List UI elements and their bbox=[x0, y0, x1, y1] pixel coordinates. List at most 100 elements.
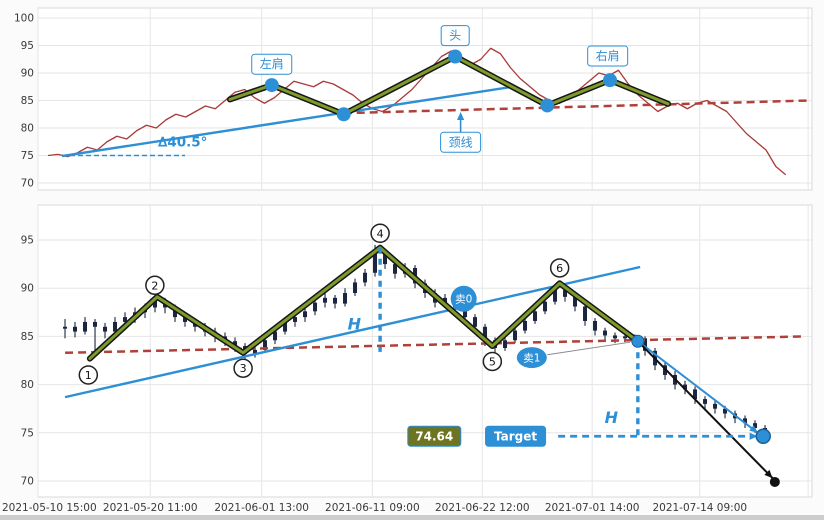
end-price-dot[interactable] bbox=[769, 476, 780, 487]
candle-body bbox=[263, 340, 268, 350]
x-axis-tick-label: 2021-07-01 14:00 bbox=[545, 502, 640, 514]
sell-1-connector bbox=[547, 341, 631, 356]
point-marker-5-label: 5 bbox=[489, 355, 496, 368]
point-marker-2-label: 2 bbox=[151, 279, 158, 292]
point-marker-4[interactable] bbox=[370, 223, 390, 244]
candle-body bbox=[293, 317, 298, 322]
candle-body bbox=[563, 290, 568, 297]
candle-body bbox=[613, 335, 618, 339]
candle-body bbox=[693, 389, 698, 400]
arrowhead-icon bbox=[749, 425, 758, 433]
target-dot[interactable] bbox=[755, 428, 771, 445]
h-label-1: H bbox=[348, 315, 362, 334]
angle-label[interactable]: ∆40.5° bbox=[158, 135, 207, 151]
projection-line-2[interactable] bbox=[637, 340, 774, 479]
candle-body bbox=[753, 423, 758, 428]
candle-body bbox=[473, 317, 478, 327]
candle-body bbox=[303, 311, 308, 318]
horizontal-scrollbar[interactable] bbox=[0, 515, 824, 520]
head-label-label: 头 bbox=[449, 29, 461, 43]
candle-body bbox=[103, 326, 108, 332]
point-marker-2[interactable] bbox=[145, 275, 165, 296]
candle-body bbox=[683, 384, 688, 390]
target-value-badge-label: 74.64 bbox=[415, 429, 453, 443]
candle-body bbox=[323, 297, 328, 303]
neckline-arrowhead-icon bbox=[457, 112, 465, 121]
y-axis-tick-label: 90 bbox=[21, 68, 34, 80]
candle-body bbox=[283, 321, 288, 332]
candle-body bbox=[723, 408, 728, 414]
candle-body bbox=[503, 340, 508, 348]
point-marker-6-label: 6 bbox=[556, 262, 563, 275]
point-marker-5[interactable] bbox=[482, 351, 503, 372]
y-axis-tick-label: 95 bbox=[21, 40, 34, 52]
pivot-dot[interactable] bbox=[336, 107, 351, 122]
candle-body bbox=[363, 272, 368, 283]
y-axis-tick-label: 85 bbox=[21, 95, 34, 107]
left-shoulder-label[interactable] bbox=[251, 53, 293, 75]
candle-body bbox=[603, 330, 608, 336]
candle-body bbox=[273, 331, 278, 341]
pivot-dot[interactable] bbox=[540, 98, 555, 113]
x-axis-tick-label: 2021-06-01 13:00 bbox=[214, 502, 309, 514]
candle-body bbox=[623, 336, 628, 339]
candle-body bbox=[703, 399, 708, 404]
candle-body bbox=[183, 317, 188, 322]
arrowhead-icon bbox=[764, 469, 773, 479]
neckline-label-label: 颈线 bbox=[449, 135, 473, 149]
candle-body bbox=[123, 317, 128, 322]
point-marker-3-label: 3 bbox=[240, 362, 247, 375]
candle-body bbox=[513, 330, 518, 341]
point-marker-6[interactable] bbox=[549, 258, 570, 278]
x-axis-tick-label: 2021-06-22 12:00 bbox=[435, 502, 530, 514]
pivot-dot[interactable] bbox=[602, 73, 617, 88]
trendline-bottom[interactable] bbox=[64, 265, 641, 399]
y-axis-tick-label: 70 bbox=[21, 476, 34, 488]
target-badge[interactable] bbox=[485, 425, 547, 447]
candle-body bbox=[353, 282, 358, 294]
x-axis-tick-label: 2021-05-20 11:00 bbox=[103, 502, 198, 514]
candle-body bbox=[583, 306, 588, 321]
neckline-bottom[interactable] bbox=[65, 335, 806, 355]
candle-body bbox=[483, 326, 488, 341]
point-marker-1-label: 1 bbox=[85, 369, 92, 382]
projection-line-1[interactable] bbox=[637, 340, 759, 434]
pivot-dot[interactable] bbox=[264, 78, 279, 93]
y-axis-tick-label: 70 bbox=[21, 178, 34, 190]
y-axis-tick-label: 80 bbox=[21, 379, 34, 391]
head-label[interactable] bbox=[440, 25, 470, 47]
sell-0-badge-label: 卖0 bbox=[455, 294, 472, 306]
candle-body bbox=[643, 338, 648, 351]
sell-0-badge[interactable] bbox=[450, 285, 477, 312]
right-shoulder-label-label: 右肩 bbox=[596, 48, 620, 63]
point-marker-3[interactable] bbox=[233, 358, 253, 378]
price-line bbox=[47, 47, 787, 176]
candle-body bbox=[593, 320, 598, 331]
right-shoulder-label[interactable] bbox=[587, 45, 629, 67]
y-axis-tick-label: 90 bbox=[21, 283, 34, 295]
candle-body bbox=[63, 326, 68, 329]
trendline-top[interactable] bbox=[61, 85, 513, 158]
candle-body bbox=[523, 320, 528, 331]
target-badge-label: Target bbox=[494, 429, 537, 443]
candle-body bbox=[553, 290, 558, 302]
candle-body bbox=[463, 307, 468, 318]
sell-1-badge-label: 卖1 bbox=[523, 352, 540, 364]
candle-body bbox=[343, 293, 348, 304]
x-axis-tick-label: 2021-05-10 15:00 bbox=[2, 502, 97, 514]
x-axis-tick-label: 2021-06-11 09:00 bbox=[325, 502, 420, 514]
point-marker-1[interactable] bbox=[78, 365, 99, 385]
sell-1-badge[interactable] bbox=[516, 347, 547, 369]
candle-body bbox=[73, 326, 78, 332]
candle-body bbox=[713, 403, 718, 409]
candle-body bbox=[253, 349, 258, 354]
y-axis-tick-label: 75 bbox=[21, 427, 34, 439]
x-axis-tick-label: 2021-07-14 09:00 bbox=[652, 502, 747, 514]
target-value-badge[interactable] bbox=[407, 425, 462, 447]
bottom-panel bbox=[37, 204, 813, 498]
y-axis-tick-label: 80 bbox=[21, 123, 34, 135]
pivot-dot[interactable] bbox=[448, 49, 463, 64]
left-shoulder-label-label: 左肩 bbox=[260, 56, 284, 71]
breakdown-dot[interactable] bbox=[631, 334, 645, 348]
